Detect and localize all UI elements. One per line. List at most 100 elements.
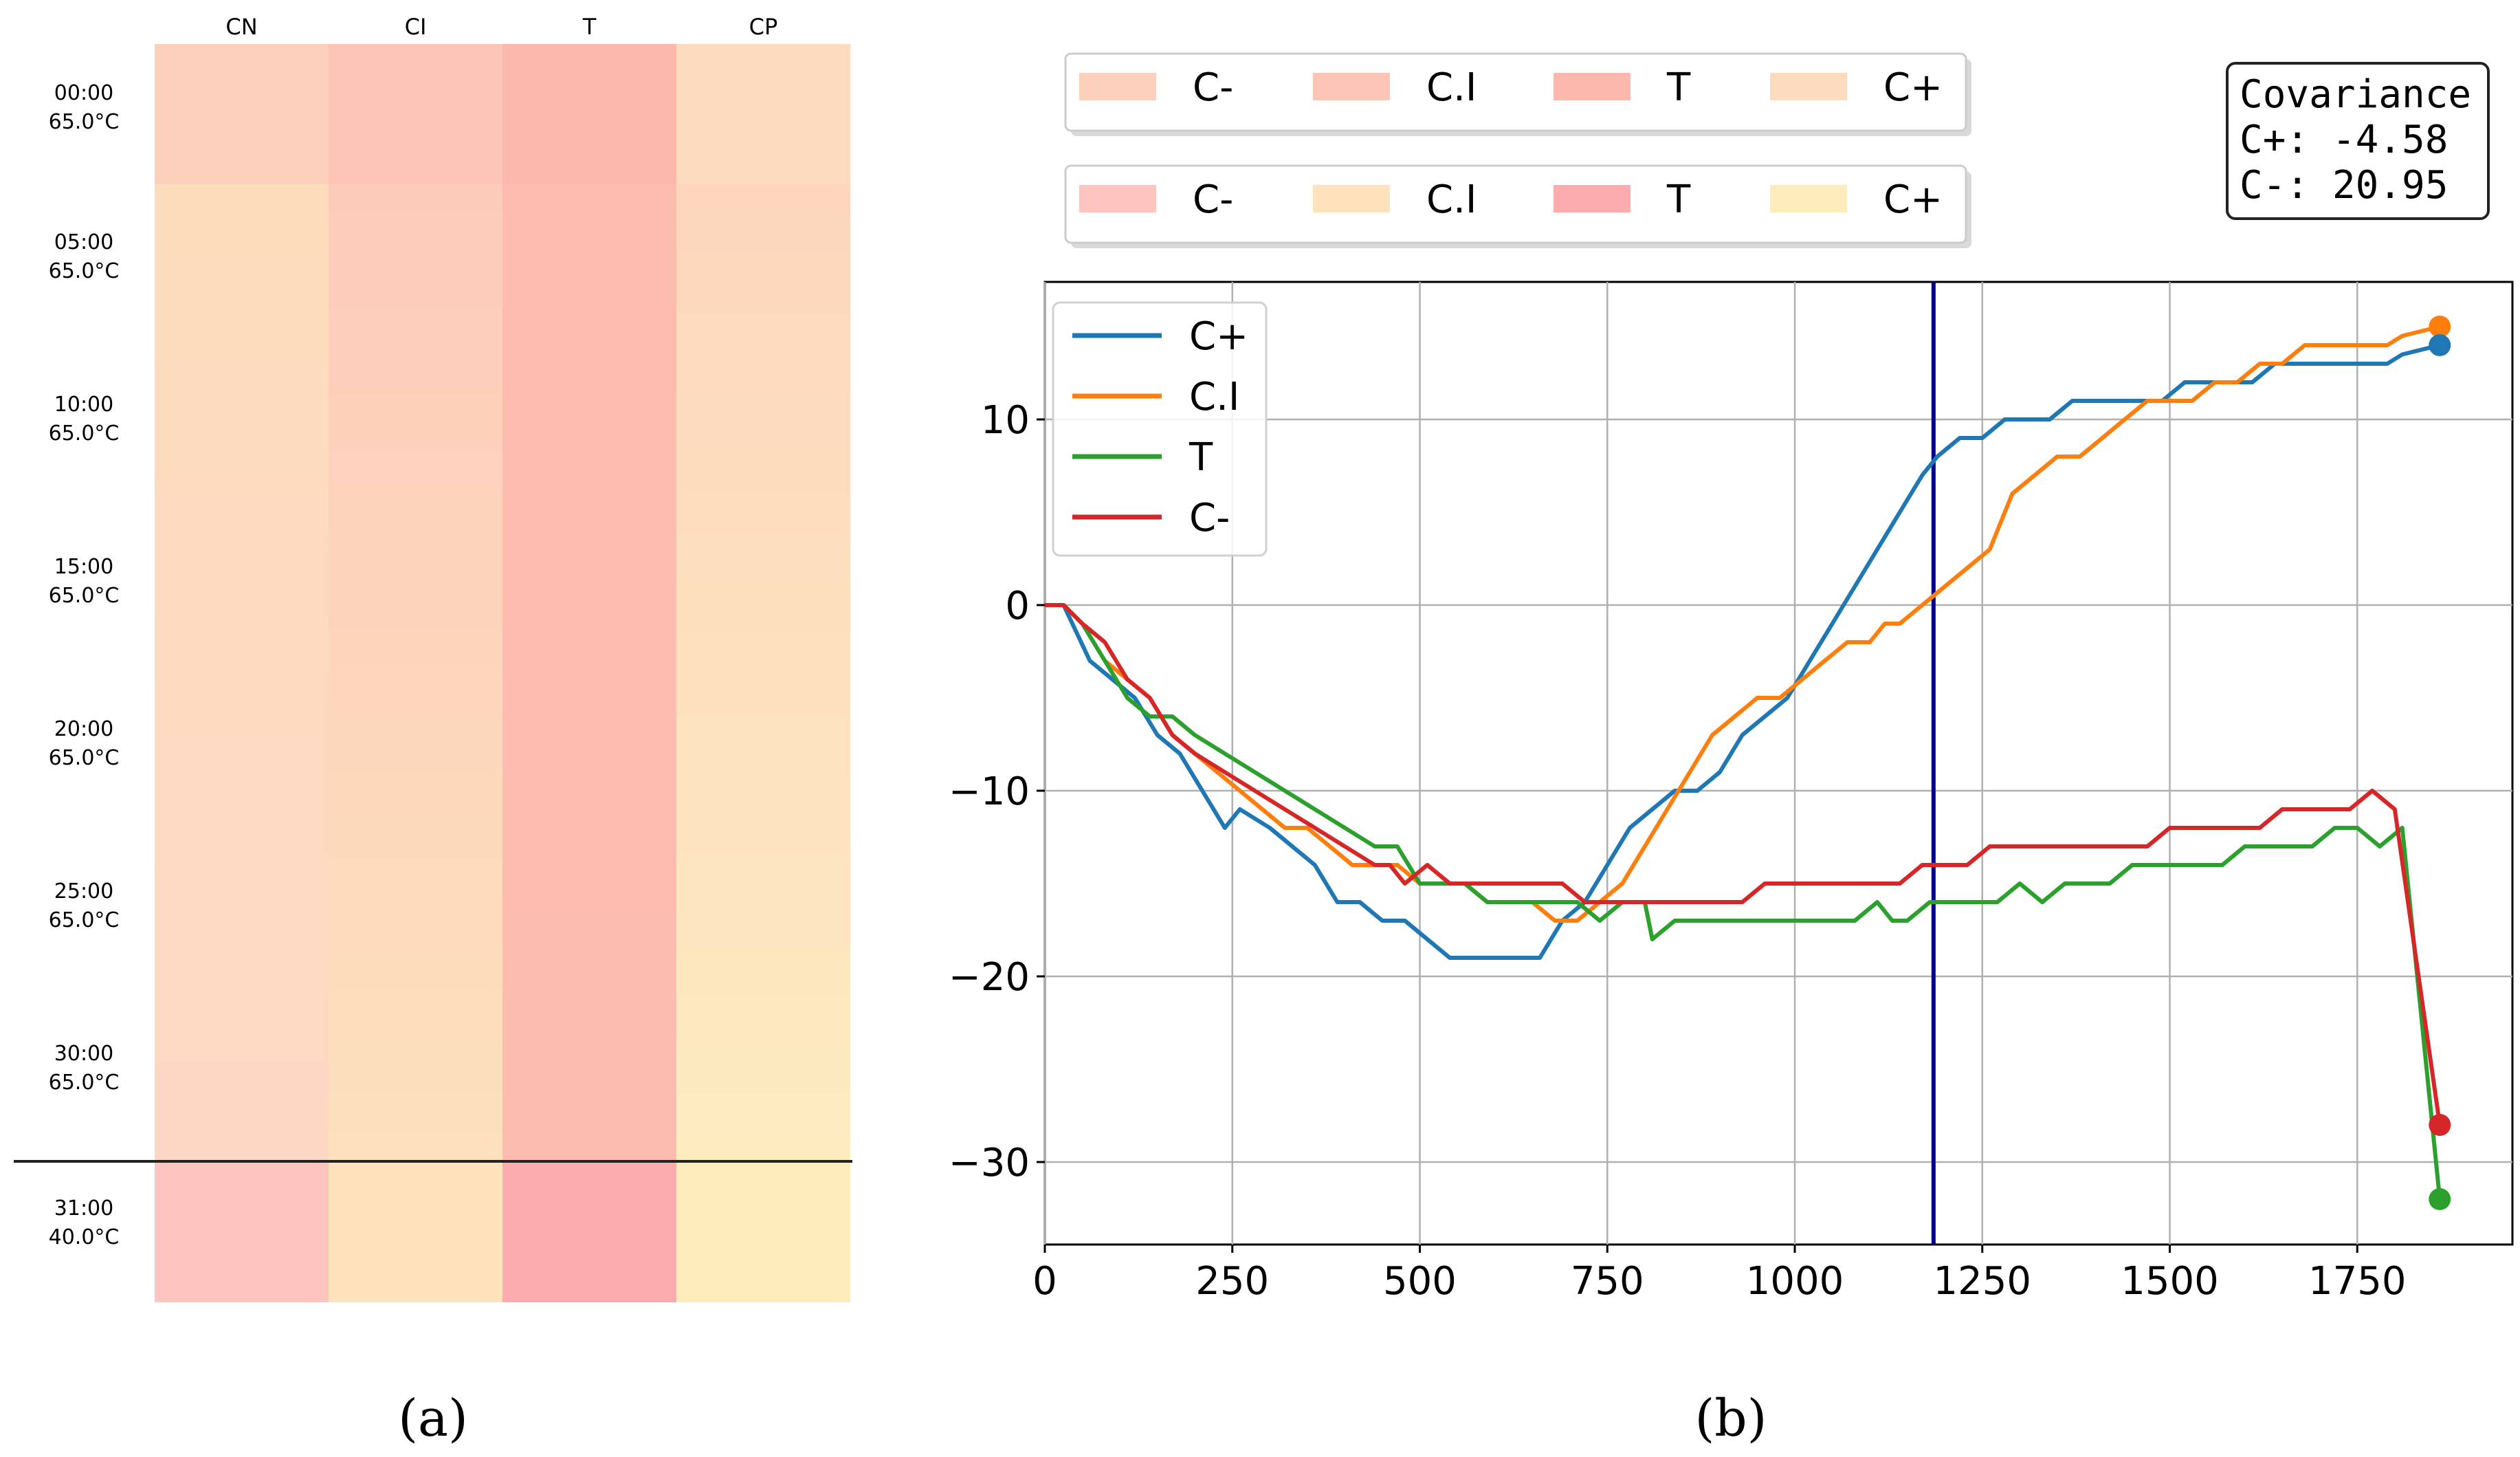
heatmap-cell xyxy=(155,770,329,785)
heatmap-cell xyxy=(329,728,502,743)
heatmap-cell xyxy=(502,686,676,701)
heatmap-cell xyxy=(155,672,329,688)
heatmap-cell xyxy=(676,380,850,395)
heatmap-cell xyxy=(502,938,676,953)
heatmap-cell xyxy=(676,282,850,296)
heatmap-cell xyxy=(155,617,329,632)
heatmap-cell xyxy=(329,980,502,994)
heatmap-cell xyxy=(155,449,329,464)
heatmap-cell xyxy=(329,1077,502,1093)
heatmap-cell xyxy=(502,1049,676,1064)
line-legend-label: C+ xyxy=(1189,314,1248,359)
heatmap-cell xyxy=(676,672,850,688)
heatmap-cell xyxy=(329,1022,502,1036)
heatmap-cell xyxy=(329,477,502,492)
heatmap-cell xyxy=(676,198,850,213)
heatmap-cell xyxy=(329,491,502,506)
legend-swatch xyxy=(1313,73,1390,100)
heatmap-cell xyxy=(329,421,502,436)
heatmap-cell xyxy=(502,784,676,799)
heatmap-cell xyxy=(676,296,850,311)
legend-swatch-label: T xyxy=(1666,65,1691,110)
heatmap-cell xyxy=(676,463,850,478)
heatmap-cell xyxy=(676,1022,850,1036)
heatmap-row-temp: 65.0°C xyxy=(49,259,120,283)
heatmap-cell xyxy=(502,617,676,632)
heatmap-cell xyxy=(155,267,329,283)
heatmap-cell xyxy=(502,505,676,520)
heatmap-row-time: 31:00 xyxy=(54,1196,113,1220)
heatmap-cell xyxy=(502,380,676,395)
heatmap-cell xyxy=(329,1063,502,1078)
heatmap-cell xyxy=(676,1049,850,1064)
heatmap-cell xyxy=(502,421,676,436)
line-legend: C+ C.I T C- xyxy=(1052,301,1268,557)
end-marker-C- xyxy=(2429,1114,2451,1136)
heatmap-cell xyxy=(329,882,502,897)
heatmap-cell xyxy=(329,184,502,199)
heatmap-cell xyxy=(155,882,329,897)
heatmap-cell xyxy=(502,1133,676,1148)
heatmap-cell xyxy=(502,351,676,366)
heatmap-cell xyxy=(329,617,502,632)
heatmap-cell xyxy=(676,938,850,953)
legend-swatch xyxy=(1554,185,1631,212)
heatmap-cell-bottom xyxy=(155,1161,329,1302)
x-tick-label: 1250 xyxy=(1933,1259,2031,1304)
heatmap-cell xyxy=(502,184,676,199)
heatmap-cell xyxy=(329,659,502,674)
heatmap-cell xyxy=(676,826,850,841)
heatmap-cell xyxy=(329,449,502,464)
legend-swatch xyxy=(1079,185,1156,212)
heatmap-cell xyxy=(502,798,676,813)
heatmap-cell xyxy=(502,965,676,981)
heatmap-cell xyxy=(155,980,329,994)
heatmap-cell xyxy=(676,477,850,492)
heatmap-cell xyxy=(676,351,850,366)
heatmap-cell xyxy=(502,644,676,659)
legend-swatch xyxy=(1554,73,1631,100)
heatmap-cell xyxy=(329,826,502,841)
heatmap-cell xyxy=(155,1049,329,1064)
panel-b-chart: C- C.I T C+ C- C.I T C+ Covariance C+: -4.58 C… xyxy=(949,52,2514,1448)
legend-swatch-label: C.I xyxy=(1426,65,1477,110)
heatmap-cell xyxy=(155,351,329,366)
heatmap-cell xyxy=(502,743,676,757)
heatmap-cell xyxy=(676,659,850,674)
heatmap-row-time: 10:00 xyxy=(54,393,113,417)
heatmap-row-temp: 40.0°C xyxy=(49,1225,120,1249)
heatmap-cell xyxy=(329,1105,502,1120)
heatmap-cell xyxy=(676,421,850,436)
heatmap-cell xyxy=(502,393,676,408)
legend-swatch xyxy=(1770,73,1847,100)
heatmap-cell xyxy=(676,686,850,701)
heatmap-cell xyxy=(329,1007,502,1022)
heatmap-cell xyxy=(329,267,502,283)
heatmap-cell xyxy=(155,644,329,659)
legend-swatch-label: C- xyxy=(1193,177,1233,222)
heatmap-cell xyxy=(676,1036,850,1051)
heatmap-cell xyxy=(502,840,676,855)
heatmap-cell xyxy=(155,324,329,338)
heatmap-cell xyxy=(676,491,850,506)
heatmap-cell xyxy=(329,840,502,855)
panel-b-label: (b) xyxy=(1694,1389,1767,1448)
heatmap-cell xyxy=(329,212,502,227)
heatmap-cell xyxy=(329,561,502,576)
heatmap-cell xyxy=(329,896,502,911)
heatmap-cell xyxy=(329,282,502,296)
swatch-legend-2: C- C.I T C+ xyxy=(1064,164,1971,248)
heatmap-cell xyxy=(676,184,850,199)
heatmap-cell xyxy=(329,380,502,395)
heatmap-cell xyxy=(155,491,329,506)
heatmap-cell xyxy=(329,1119,502,1134)
heatmap-cell xyxy=(329,994,502,1009)
heatmap-cell xyxy=(329,1036,502,1051)
heatmap-cell xyxy=(502,267,676,283)
heatmap-cell xyxy=(155,1063,329,1078)
heatmap-cell xyxy=(155,826,329,841)
heatmap-cell xyxy=(502,896,676,911)
heatmap-cell xyxy=(502,1036,676,1051)
heatmap-cell xyxy=(329,198,502,213)
heatmap-cell xyxy=(329,240,502,255)
